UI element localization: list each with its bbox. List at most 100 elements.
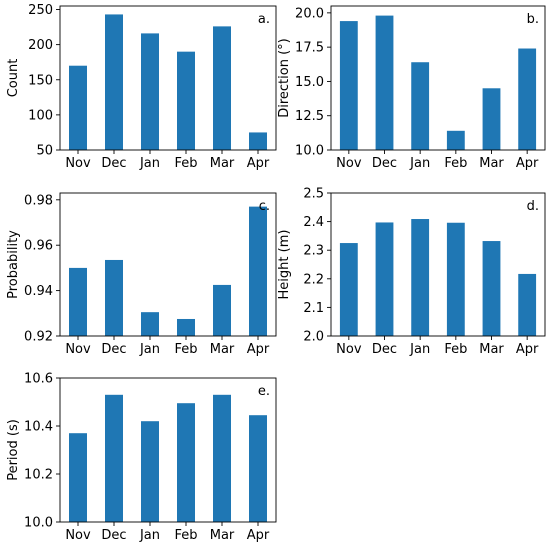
panel-a-bar-nov bbox=[69, 65, 87, 150]
panel-a-bar-dec bbox=[105, 14, 123, 151]
panel-d-ytick-label: 2.4 bbox=[303, 215, 324, 230]
panel-a-ylabel: Count bbox=[6, 59, 21, 98]
panel-c-xtick-label: Nov bbox=[65, 342, 91, 357]
panel-c-frame bbox=[59, 192, 277, 337]
panel-d-bar-mar bbox=[482, 241, 501, 336]
panel-e-xtick-label: Jan bbox=[139, 528, 160, 543]
panel-d-ytick-label: 2.5 bbox=[303, 187, 324, 202]
panel-b-ytick-label: 12.5 bbox=[295, 109, 324, 124]
panel-c-tag: c. bbox=[259, 199, 270, 214]
panel-a-bar-feb bbox=[177, 51, 195, 150]
panel-a-xtick-label: Dec bbox=[101, 156, 126, 171]
panel-e-bar-mar bbox=[213, 394, 231, 522]
panel-e-bar-nov bbox=[69, 433, 87, 522]
panel-e-tag: e. bbox=[258, 384, 270, 399]
panel-c-xtick-label: Feb bbox=[174, 342, 197, 357]
panel-e-ytick-label: 10.6 bbox=[24, 372, 53, 387]
panel-b-xtick-label: Nov bbox=[336, 156, 362, 171]
panel-b-bar-jan bbox=[411, 62, 430, 150]
panel-c-bar-feb bbox=[177, 318, 195, 336]
panel-d-xtick-label: Mar bbox=[479, 342, 504, 357]
panel-c: Nov Dec Jan Feb Mar Apr 0.92 0.94 0.96 0.98 Probab… bbox=[6, 192, 277, 357]
panel-e-bar-apr bbox=[249, 415, 267, 522]
panel-d: Nov Dec Jan Feb Mar Apr 2.0 2.1 2.2 2.3 2.4 2.5 Heig… bbox=[277, 187, 546, 357]
panel-e-bar-feb bbox=[177, 403, 195, 522]
panel-c-ytick-label: 0.96 bbox=[24, 239, 53, 254]
panel-e-bar-dec bbox=[105, 394, 123, 522]
panel-c-ytick-label: 0.92 bbox=[24, 330, 53, 345]
panel-a: Nov Dec Jan Feb Mar Apr 50 100 150 200 250 Count a. bbox=[6, 3, 277, 171]
panel-d-bar-nov bbox=[339, 243, 358, 336]
panel-c-ytick-label: 0.94 bbox=[24, 284, 53, 299]
panel-c-bar-mar bbox=[213, 284, 231, 336]
panel-b-ytick-label: 10.0 bbox=[295, 144, 324, 159]
panel-a-tag: a. bbox=[258, 12, 270, 27]
panel-b-xtick-label: Feb bbox=[444, 156, 467, 171]
panel-c-ytick-label: 0.98 bbox=[24, 193, 53, 208]
panel-b-tag: b. bbox=[527, 12, 539, 27]
panel-b-frame bbox=[330, 5, 546, 151]
panel-d-frame bbox=[330, 192, 546, 337]
panel-d-bar-feb bbox=[446, 222, 465, 336]
panel-c-xtick-label: Apr bbox=[247, 342, 270, 357]
panel-a-xtick-label: Nov bbox=[65, 156, 91, 171]
panel-b-xtick-label: Apr bbox=[516, 156, 539, 171]
panel-d-xtick-label: Feb bbox=[444, 342, 467, 357]
panel-c-bar-apr bbox=[249, 206, 267, 336]
panel-d-bar-apr bbox=[518, 273, 537, 336]
panel-e-xtick-label: Nov bbox=[65, 528, 91, 543]
panel-e: Nov Dec Jan Feb Mar Apr 10.0 10.2 10.4 10.6 Period… bbox=[6, 372, 277, 543]
panel-a-bar-mar bbox=[213, 26, 231, 151]
panel-e-ytick-label: 10.2 bbox=[24, 468, 53, 483]
panel-d-bar-jan bbox=[411, 219, 430, 336]
panel-c-xtick-label: Mar bbox=[210, 342, 235, 357]
panel-c-ylabel: Probability bbox=[6, 230, 21, 299]
panel-b-ytick-label: 17.5 bbox=[295, 41, 324, 56]
panel-a-ytick-label: 150 bbox=[28, 73, 53, 88]
panel-b-bar-mar bbox=[482, 88, 501, 150]
panel-b: Nov Dec Jan Feb Mar Apr 10.0 12.5 15.0 17.5 20.0 Di… bbox=[277, 5, 546, 171]
panel-d-bar-dec bbox=[375, 222, 394, 336]
panel-e-ylabel: Period (s) bbox=[6, 419, 21, 481]
panel-d-xtick-label: Jan bbox=[409, 342, 430, 357]
panel-b-bar-nov bbox=[339, 21, 358, 151]
panel-c-xtick-label: Jan bbox=[139, 342, 160, 357]
panel-d-xtick-label: Apr bbox=[516, 342, 539, 357]
panel-b-xtick-label: Jan bbox=[409, 156, 430, 171]
panel-d-ytick-label: 2.1 bbox=[303, 301, 324, 316]
panel-d-xtick-label: Nov bbox=[336, 342, 362, 357]
panel-e-bar-jan bbox=[141, 421, 159, 522]
panel-b-xtick-label: Mar bbox=[479, 156, 504, 171]
panel-d-ytick-label: 2.3 bbox=[303, 244, 324, 259]
panel-b-bar-dec bbox=[375, 15, 394, 150]
panel-a-ytick-label: 250 bbox=[28, 3, 53, 18]
panel-e-xtick-label: Dec bbox=[101, 528, 126, 543]
panel-c-xtick-label: Dec bbox=[101, 342, 126, 357]
panel-b-xtick-label: Dec bbox=[372, 156, 397, 171]
panel-d-tag: d. bbox=[527, 199, 539, 214]
panel-a-xtick-label: Mar bbox=[210, 156, 235, 171]
panel-d-ytick-label: 2.0 bbox=[303, 330, 324, 345]
panel-d-xtick-label: Dec bbox=[372, 342, 397, 357]
panel-d-ylabel: Height (m) bbox=[277, 230, 292, 300]
panel-b-bar-feb bbox=[446, 130, 465, 150]
panel-d-ytick-label: 2.2 bbox=[303, 272, 324, 287]
panel-b-ylabel: Direction (°) bbox=[277, 38, 292, 118]
panel-e-frame bbox=[59, 377, 277, 523]
panel-a-bar-jan bbox=[141, 33, 159, 150]
panel-a-xtick-label: Jan bbox=[139, 156, 160, 171]
panel-b-ytick-label: 15.0 bbox=[295, 75, 324, 90]
panel-c-bar-nov bbox=[69, 267, 87, 336]
panel-a-xtick-label: Apr bbox=[247, 156, 270, 171]
panel-b-bar-apr bbox=[518, 48, 537, 151]
panel-e-xtick-label: Apr bbox=[247, 528, 270, 543]
panel-b-ytick-label: 20.0 bbox=[295, 6, 324, 21]
panel-a-ytick-label: 200 bbox=[28, 38, 53, 53]
panel-a-ytick-label: 100 bbox=[28, 108, 53, 123]
panel-e-ytick-label: 10.0 bbox=[24, 516, 53, 531]
panel-e-ytick-label: 10.4 bbox=[24, 420, 53, 435]
panel-c-bar-jan bbox=[141, 312, 159, 336]
panel-e-xtick-label: Mar bbox=[210, 528, 235, 543]
panel-c-bar-dec bbox=[105, 259, 123, 336]
